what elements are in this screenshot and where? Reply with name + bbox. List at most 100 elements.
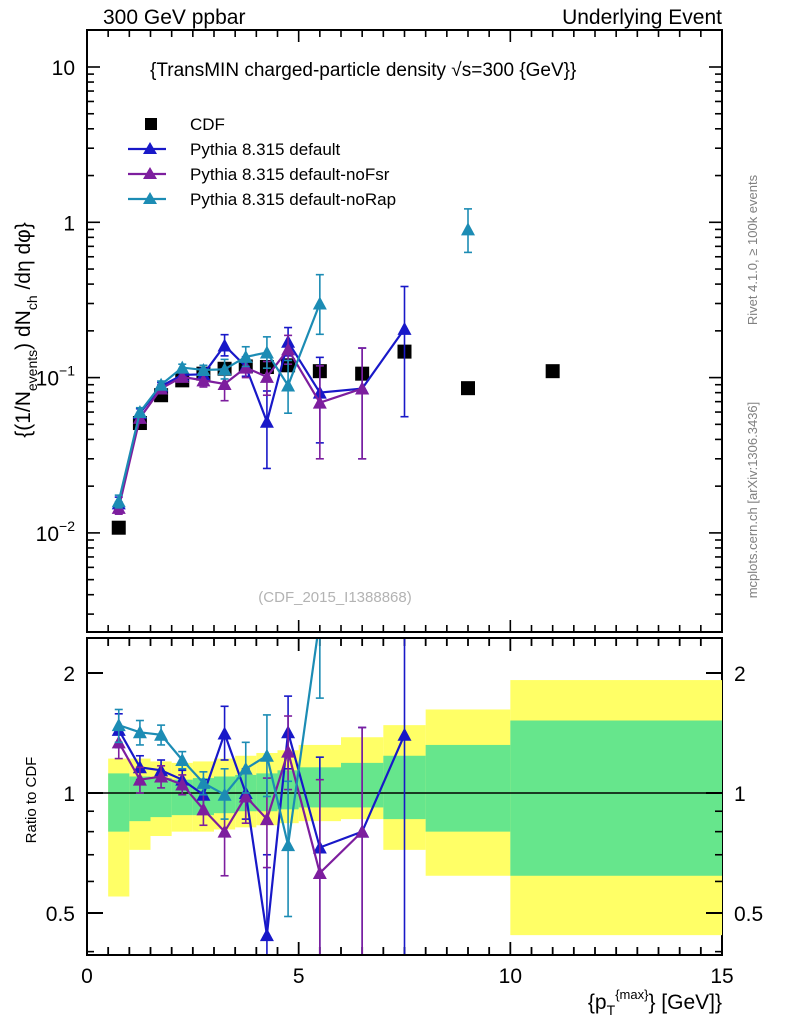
ratio-y-tick-label: 1 xyxy=(63,783,75,806)
sidetext-lower: mcplots.cern.ch [arXiv:1306.3436] xyxy=(745,402,760,599)
ratio-data-point xyxy=(217,824,232,838)
series-data-point xyxy=(238,349,253,363)
ratio-data-point xyxy=(355,824,370,838)
watermark: (CDF_2015_I1388868) xyxy=(258,589,411,606)
ratio-data-point xyxy=(259,748,274,762)
ratio-uncertainty-bands xyxy=(108,680,722,936)
main-panel: {TransMIN charged-particle density √s=30… xyxy=(12,29,723,633)
series-data-point xyxy=(281,378,296,392)
legend-marker-triangle xyxy=(143,192,157,204)
ratio-y-tick-label-right: 2 xyxy=(734,663,746,686)
series-data-point xyxy=(461,222,475,236)
main-y-tick-label: 10 xyxy=(52,57,75,80)
series-data-point xyxy=(281,342,296,356)
ratio-y-tick-label-right: 1 xyxy=(734,783,746,806)
main-data-series xyxy=(111,208,560,535)
ratio-ylabel: Ratio to CDF xyxy=(23,757,40,844)
ratio-data-series xyxy=(111,639,472,954)
series-data-point xyxy=(355,381,370,395)
ratio-ylabel-text: Ratio to CDF xyxy=(23,757,40,844)
main-y-tick-label: 10−2 xyxy=(36,518,76,546)
ratio-data-point xyxy=(111,718,126,732)
legend-label: Pythia 8.315 default xyxy=(190,140,341,159)
x-tick-label: 15 xyxy=(710,965,733,988)
sidetext-upper: Rivet 4.1.0, ≥ 100k events xyxy=(745,174,760,325)
sidetext-lower-group: mcplots.cern.ch [arXiv:1306.3436] xyxy=(745,402,760,599)
ratio-data-point xyxy=(259,928,274,942)
series-data-point xyxy=(312,395,327,409)
ratio-series-line xyxy=(117,729,406,936)
xlabel-sup: {max} xyxy=(615,987,649,1002)
ratio-y-tick-label-right: 0.5 xyxy=(734,903,763,926)
ratio-band-inner xyxy=(510,720,722,876)
ratio-panel: 2 2 1 1 0.5 0.5 Ratio to CDF xyxy=(23,637,763,956)
ratio-data-point xyxy=(397,727,412,741)
legend-label: Pythia 8.315 default-noRap xyxy=(190,190,396,209)
series-data-point xyxy=(312,296,327,310)
ratio-data-point xyxy=(238,789,253,803)
main-y-tick-label: 10−1 xyxy=(36,363,76,391)
legend-marker-triangle xyxy=(143,142,157,154)
sidetext-upper-group: Rivet 4.1.0, ≥ 100k events xyxy=(745,174,760,325)
series-data-point xyxy=(217,362,232,376)
series-data-point xyxy=(259,345,274,359)
series-data-point xyxy=(196,373,211,387)
legend-label: Pythia 8.315 default-noFsr xyxy=(190,165,390,184)
svg-text:{(1/Nevents) dNch /dη dφ}: {(1/Nevents) dNch /dη dφ} xyxy=(12,222,40,438)
header-left: 300 GeV ppbar xyxy=(103,6,245,29)
series-data-point xyxy=(217,376,232,390)
ratio-data-point xyxy=(154,769,169,783)
ylabel-sub1: events xyxy=(24,350,40,391)
x-tick-label: 5 xyxy=(293,965,305,988)
ylabel-part1: {(1/N xyxy=(12,391,35,438)
ylabel-sub2: ch xyxy=(24,295,40,310)
ratio-data-point xyxy=(132,725,147,739)
series-data-point xyxy=(259,369,274,383)
main-ylabel: {(1/Nevents) dNch /dη dφ} xyxy=(12,222,40,438)
series-data-point xyxy=(154,377,169,391)
xlabel-p1: {p xyxy=(588,991,607,1014)
series-data-point xyxy=(397,321,412,335)
series-data-point xyxy=(196,362,211,376)
series-data-point xyxy=(111,494,126,508)
xlabel-p2: } [GeV]} xyxy=(648,991,722,1014)
header-right: Underlying Event xyxy=(562,6,722,29)
ratio-data-point xyxy=(154,727,169,741)
x-axis-label: {pT{max}} [GeV]} xyxy=(588,987,722,1018)
ylabel-part2: ) dN xyxy=(12,310,35,350)
plot-title: {TransMIN charged-particle density √s=30… xyxy=(150,60,576,81)
legend-marker-triangle xyxy=(143,167,157,179)
ratio-data-point xyxy=(175,752,190,766)
ratio-data-point xyxy=(281,744,296,758)
x-tick-label: 0 xyxy=(81,965,93,988)
main-y-ticks: 10 1 10−1 10−2 xyxy=(36,57,722,615)
x-tick-label: 10 xyxy=(499,965,522,988)
main-y-tick-label: 1 xyxy=(63,212,75,235)
ratio-data-point xyxy=(281,838,296,852)
legend-label: CDF xyxy=(190,115,225,134)
ratio-band-inner xyxy=(129,776,151,822)
cdf-data-point xyxy=(545,364,560,379)
ratio-data-point xyxy=(238,761,253,775)
ratio-data-point xyxy=(196,802,211,816)
x-axis-tick-labels: 0 5 10 15 xyxy=(81,965,734,988)
series-data-point xyxy=(132,405,147,419)
series-data-point xyxy=(175,360,190,374)
main-x-ticks xyxy=(86,30,723,632)
ratio-y-tick-label: 0.5 xyxy=(46,903,75,926)
legend-marker-square xyxy=(145,118,157,130)
ylabel-part3: /dη dφ} xyxy=(12,222,35,295)
legend: CDF Pythia 8.315 default Pythia 8.315 defa… xyxy=(128,115,396,209)
ratio-data-point xyxy=(312,865,327,879)
ratio-data-point xyxy=(217,726,232,740)
xlabel-sub: T xyxy=(607,1002,616,1018)
ratio-data-point xyxy=(196,775,211,789)
ratio-band-inner xyxy=(425,744,511,832)
series-data-point xyxy=(217,338,232,352)
series-data-point xyxy=(175,369,190,383)
ratio-data-point xyxy=(175,777,190,791)
ratio-band-inner xyxy=(108,773,130,832)
ratio-band-inner xyxy=(150,778,172,818)
